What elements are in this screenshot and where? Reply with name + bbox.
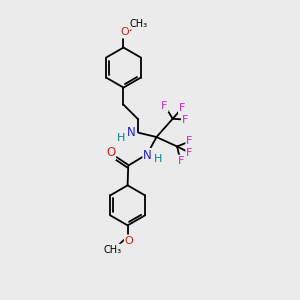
Text: N: N <box>143 149 152 162</box>
Text: O: O <box>121 27 129 37</box>
Text: H: H <box>154 154 162 164</box>
Text: CH₃: CH₃ <box>104 244 122 254</box>
Text: H: H <box>117 133 125 143</box>
Text: O: O <box>125 236 134 246</box>
Text: F: F <box>186 148 193 158</box>
Text: F: F <box>179 103 185 113</box>
Text: F: F <box>182 115 188 125</box>
Text: O: O <box>106 146 115 159</box>
Text: CH₃: CH₃ <box>129 19 147 29</box>
Text: F: F <box>161 101 168 111</box>
Text: F: F <box>186 136 193 146</box>
Text: F: F <box>177 156 184 166</box>
Text: N: N <box>127 126 135 139</box>
